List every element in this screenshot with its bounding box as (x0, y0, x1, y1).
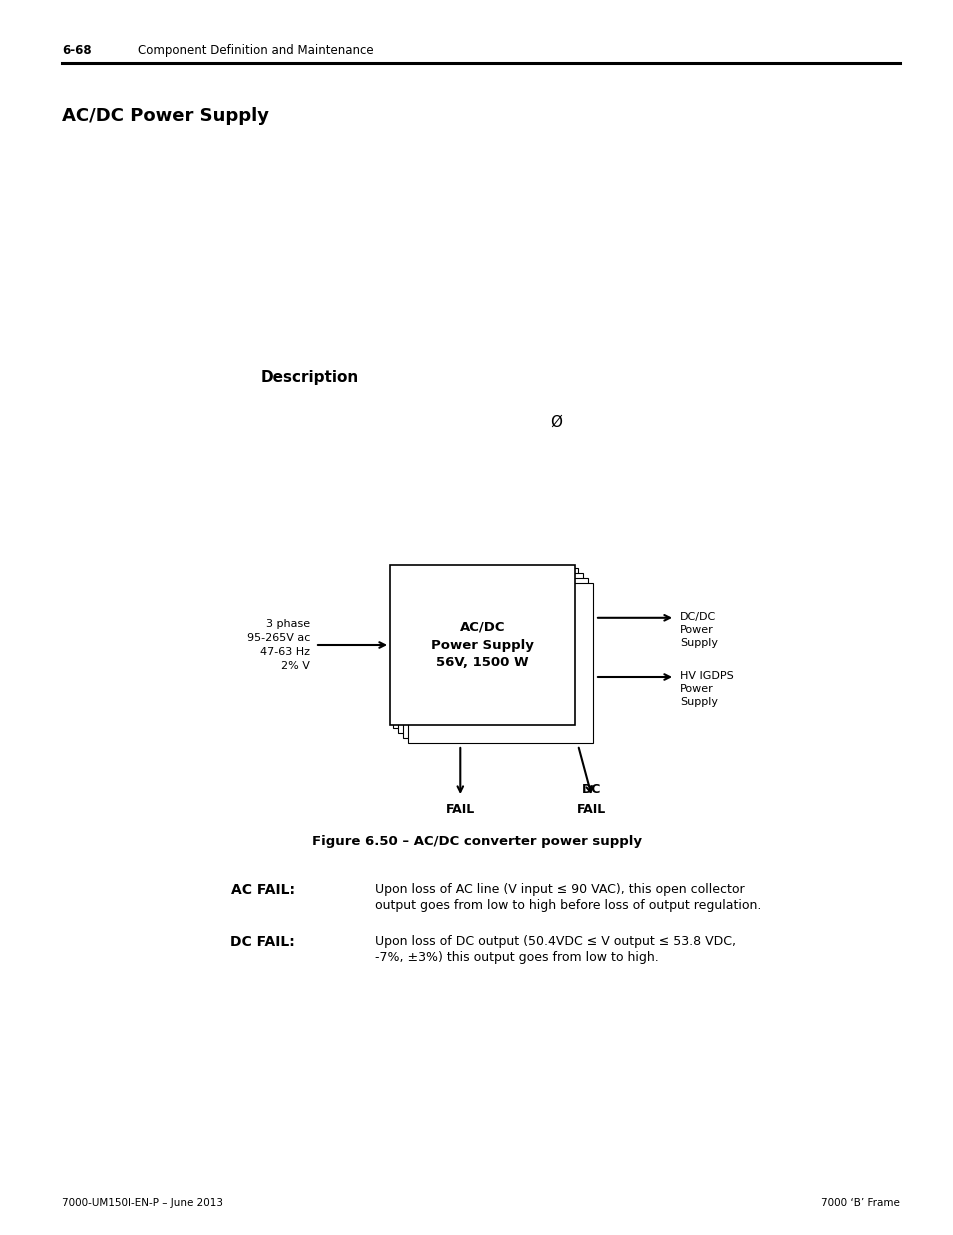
Bar (393, 568, 578, 727)
Bar (390, 564, 575, 725)
Text: Figure 6.50 – AC/DC converter power supply: Figure 6.50 – AC/DC converter power supp… (312, 835, 641, 848)
Text: Power: Power (679, 625, 713, 635)
Text: HV IGDPS: HV IGDPS (679, 671, 733, 680)
Text: Supply: Supply (679, 637, 718, 648)
Text: 3 phase: 3 phase (266, 619, 310, 629)
Text: -7%, ±3%) this output goes from low to high.: -7%, ±3%) this output goes from low to h… (375, 951, 659, 965)
Text: 2% V: 2% V (281, 661, 310, 671)
Text: FAIL: FAIL (445, 803, 475, 816)
Text: AC/DC: AC/DC (459, 620, 505, 634)
Text: DC FAIL:: DC FAIL: (230, 935, 294, 948)
Text: 7000 ‘B’ Frame: 7000 ‘B’ Frame (821, 1198, 899, 1208)
Text: Power Supply: Power Supply (431, 638, 534, 652)
Bar (397, 573, 582, 734)
Text: 47-63 Hz: 47-63 Hz (260, 647, 310, 657)
Text: 95-265V ac: 95-265V ac (247, 634, 310, 643)
Text: Ø: Ø (550, 415, 561, 430)
Text: Component Definition and Maintenance: Component Definition and Maintenance (138, 44, 374, 57)
Text: 6-68: 6-68 (62, 44, 91, 57)
Text: Supply: Supply (679, 697, 718, 706)
Text: DC: DC (581, 783, 601, 797)
Text: Upon loss of AC line (V input ≤ 90 VAC), this open collector: Upon loss of AC line (V input ≤ 90 VAC),… (375, 883, 744, 897)
Text: AC/DC Power Supply: AC/DC Power Supply (62, 107, 269, 125)
Text: 7000-UM150I-EN-P – June 2013: 7000-UM150I-EN-P – June 2013 (62, 1198, 223, 1208)
Bar (402, 578, 587, 739)
Text: DC/DC: DC/DC (679, 611, 716, 621)
Bar (408, 583, 593, 743)
Text: 56V, 1500 W: 56V, 1500 W (436, 657, 528, 669)
Text: AC FAIL:: AC FAIL: (231, 883, 294, 897)
Text: FAIL: FAIL (577, 803, 606, 816)
Text: Power: Power (679, 684, 713, 694)
Text: output goes from low to high before loss of output regulation.: output goes from low to high before loss… (375, 899, 760, 911)
Text: Description: Description (260, 370, 358, 385)
Text: Upon loss of DC output (50.4VDC ≤ V output ≤ 53.8 VDC,: Upon loss of DC output (50.4VDC ≤ V outp… (375, 935, 735, 948)
